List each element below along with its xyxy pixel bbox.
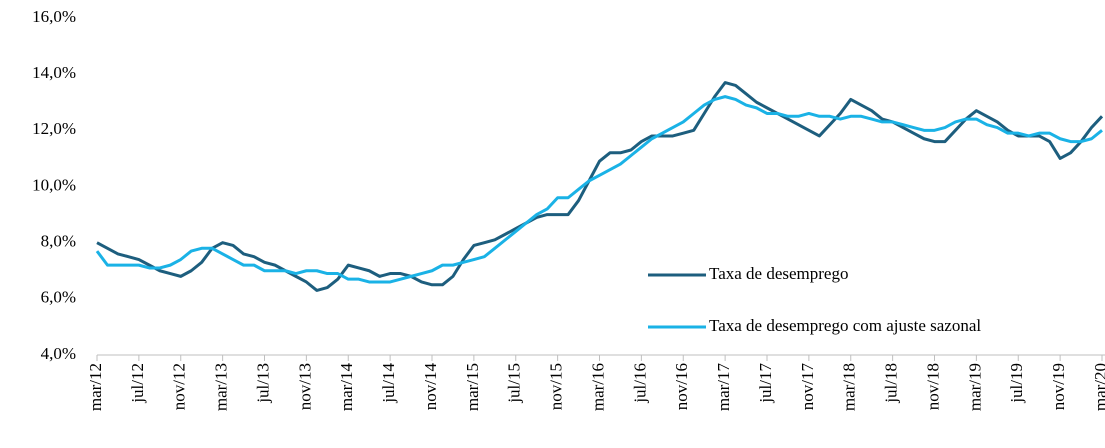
x-tick-label: mar/20 (1091, 363, 1105, 411)
x-tick-label: jul/17 (756, 363, 775, 404)
x-tick-label: mar/12 (86, 363, 105, 411)
x-tick-label: mar/16 (588, 363, 607, 411)
y-tick-label: 10,0% (32, 175, 76, 194)
series-line (95, 95, 1103, 284)
x-tick-label: jul/19 (1007, 363, 1026, 404)
x-tick-label: jul/16 (630, 363, 649, 404)
x-tick-label: mar/14 (337, 363, 356, 412)
x-tick-label: mar/18 (840, 363, 859, 411)
x-tick-label: nov/15 (547, 363, 566, 410)
y-tick-label: 16,0% (32, 7, 76, 26)
x-tick-label: jul/15 (505, 363, 524, 404)
y-tick-label: 12,0% (32, 119, 76, 138)
y-tick-label: 8,0% (41, 232, 76, 251)
x-tick-label: mar/13 (212, 363, 231, 411)
series-line (96, 81, 1104, 292)
x-tick-label: mar/19 (965, 363, 984, 411)
legend-label: Taxa de desemprego com ajuste sazonal (709, 316, 981, 335)
x-tick-label: nov/19 (1049, 363, 1068, 410)
x-tick-label: mar/15 (463, 363, 482, 411)
y-tick-label: 6,0% (41, 288, 76, 307)
x-tick-label: nov/17 (798, 363, 817, 411)
legend-label: Taxa de desemprego (709, 264, 848, 283)
x-tick-label: jul/14 (379, 363, 398, 404)
x-tick-label: jul/12 (128, 363, 147, 404)
y-tick-label: 4,0% (41, 344, 76, 363)
x-tick-label: nov/18 (923, 363, 942, 410)
x-tick-label: jul/13 (253, 363, 272, 404)
x-tick-label: jul/18 (882, 363, 901, 404)
x-tick-label: nov/13 (295, 363, 314, 410)
x-tick-label: nov/16 (672, 363, 691, 410)
y-tick-label: 14,0% (32, 63, 76, 82)
x-tick-label: nov/12 (170, 363, 189, 410)
x-tick-label: nov/14 (421, 363, 440, 411)
x-tick-label: mar/17 (714, 363, 733, 412)
